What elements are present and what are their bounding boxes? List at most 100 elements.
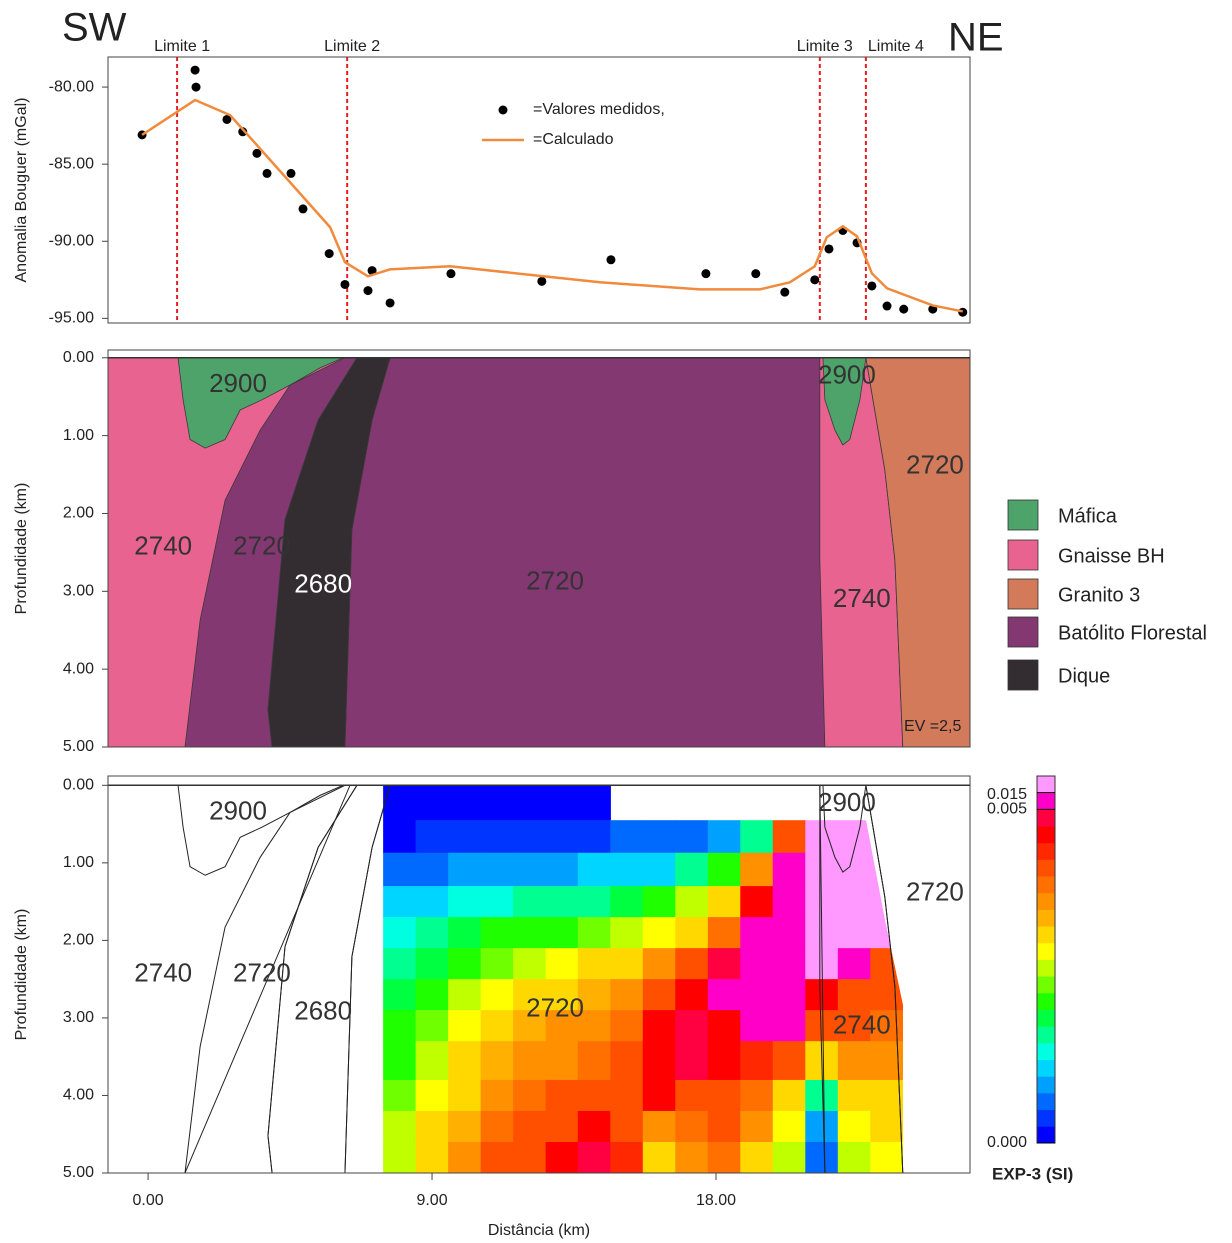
data-point: [385, 298, 395, 308]
heat-cell: [448, 1041, 482, 1081]
heat-cell: [383, 1041, 417, 1081]
legend-swatch: [1007, 616, 1039, 648]
heat-cell: [480, 948, 514, 980]
heat-cell: [707, 979, 741, 1011]
body-outline: [822, 784, 867, 873]
density-label: 2900: [818, 359, 876, 389]
heat-cell: [610, 886, 644, 918]
heat-cell: [545, 886, 579, 918]
heat-cell: [513, 917, 547, 949]
calc-line: [141, 98, 963, 313]
heat-cell: [837, 886, 871, 918]
heat-cell: [480, 852, 514, 887]
heat-cell: [805, 1110, 839, 1143]
data-point: [780, 287, 790, 297]
heat-cell: [610, 1041, 644, 1081]
heat-cell: [610, 820, 644, 854]
heat-cell: [513, 852, 547, 887]
geologic-body: [822, 357, 867, 446]
heat-cell: [577, 1041, 611, 1081]
data-point: [446, 269, 456, 279]
heat-cell: [740, 820, 774, 854]
colorbar-band: [1037, 992, 1055, 1010]
legend-swatch: [1007, 578, 1039, 610]
heat-cell: [545, 917, 579, 949]
heat-cell: [383, 979, 417, 1011]
density-label: 2720: [526, 566, 584, 596]
heat-cell: [772, 1141, 806, 1173]
heat-cell: [642, 1110, 676, 1143]
heat-cell: [448, 1079, 482, 1112]
heat-cell: [480, 1110, 514, 1143]
heat-cell: [480, 886, 514, 918]
heat-cell: [448, 852, 482, 887]
y-tick-label: 4.00: [63, 660, 94, 677]
heat-cell: [610, 1110, 644, 1143]
heat-cell: [545, 979, 579, 1011]
colorbar-tick-label: 0.015: [987, 786, 1027, 803]
colorbar-band: [1037, 1126, 1055, 1144]
heat-cell: [675, 1110, 709, 1143]
legend-label: Dique: [1058, 665, 1110, 687]
y-tick-label: 1.00: [63, 427, 94, 444]
colorbar-band: [1037, 1042, 1055, 1060]
colorbar-band: [1037, 842, 1055, 860]
heat-cell: [513, 785, 547, 821]
density-label: 2740: [134, 531, 192, 561]
x-tick-label: 18.00: [696, 1192, 736, 1209]
heat-cell: [707, 948, 741, 980]
heat-cell: [513, 979, 547, 1011]
heat-cell: [415, 1110, 449, 1143]
legend-label: Granito 3: [1058, 584, 1140, 606]
heat-cell: [545, 1079, 579, 1112]
y-tick-label: 5.00: [63, 738, 94, 755]
heat-cell: [610, 1079, 644, 1112]
heat-cell: [577, 1010, 611, 1042]
data-point: [238, 127, 248, 137]
heat-cell: [577, 886, 611, 918]
colorbar-band: [1037, 776, 1055, 794]
heat-cell: [545, 852, 579, 887]
heat-cell: [740, 1079, 774, 1112]
heat-cell: [415, 785, 449, 821]
heat-cell: [707, 917, 741, 949]
heat-cell: [610, 1010, 644, 1042]
density-label: 2900: [209, 795, 267, 825]
heat-cell: [448, 886, 482, 918]
data-point: [286, 168, 296, 178]
heat-cell: [772, 852, 806, 887]
heat-cell: [513, 1110, 547, 1143]
y-tick-label: -95.00: [49, 310, 94, 327]
y-axis-label: Profundidade (km): [13, 483, 30, 615]
heat-cell: [740, 886, 774, 918]
heat-cell: [837, 1041, 871, 1081]
heat-cell: [707, 1141, 741, 1173]
heat-cell: [642, 979, 676, 1011]
heat-cell: [642, 917, 676, 949]
colorbar-band: [1037, 1076, 1055, 1094]
heat-cell: [415, 948, 449, 980]
density-label: 2720: [233, 531, 291, 561]
heat-cell: [415, 1041, 449, 1081]
heat-cell: [740, 917, 774, 949]
heat-cell: [870, 1141, 903, 1173]
colorbar-band: [1037, 909, 1055, 927]
heat-cell: [740, 852, 774, 887]
heat-cell: [675, 917, 709, 949]
density-label: 2720: [233, 957, 291, 987]
heat-cell: [707, 1110, 741, 1143]
heat-cell: [707, 886, 741, 918]
geologic-body: [177, 357, 344, 449]
data-point: [537, 276, 547, 286]
density-label: 2740: [134, 957, 192, 987]
data-point: [751, 269, 761, 279]
y-tick-label: 2.00: [63, 505, 94, 522]
colorbar-band: [1037, 1009, 1055, 1027]
heat-cell: [448, 785, 482, 821]
heat-cell: [805, 1079, 839, 1112]
y-tick-label: 0.00: [63, 777, 94, 794]
heat-cell: [642, 1010, 676, 1042]
heat-cell: [545, 1141, 579, 1173]
colorbar-title: EXP-3 (SI): [992, 1164, 1073, 1183]
